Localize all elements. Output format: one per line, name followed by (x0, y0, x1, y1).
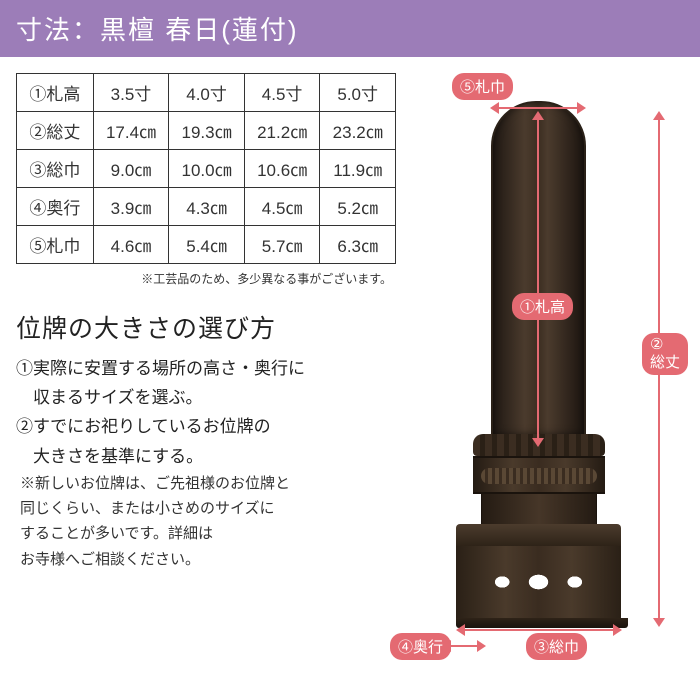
dim1-arrow (537, 119, 539, 439)
table-cell: ⑤札巾 (17, 226, 94, 264)
guide-line: 収まるサイズを選ぶ。 (16, 384, 396, 411)
dim3-label: ③総巾 (526, 633, 587, 660)
tablet-tier1 (473, 456, 605, 494)
guide-body: ①実際に安置する場所の高さ・奥行に 収まるサイズを選ぶ。 ②すでにお祀りしている… (16, 355, 396, 571)
table-cell: 21.2㎝ (244, 112, 320, 150)
table-cell: 9.0㎝ (93, 150, 169, 188)
table-cell: ③総巾 (17, 150, 94, 188)
table-cell: 4.6㎝ (93, 226, 169, 264)
table-cell: 5.0寸 (320, 74, 396, 112)
table-row: ④奥行3.9㎝4.3㎝4.5㎝5.2㎝ (17, 188, 396, 226)
table-cell: ④奥行 (17, 188, 94, 226)
title-text: 寸法：黒檀 春日(蓮付) (16, 15, 299, 45)
left-column: ①札高3.5寸4.0寸4.5寸5.0寸②総丈17.4㎝19.3㎝21.2㎝23.… (16, 73, 396, 653)
table-row: ⑤札巾4.6㎝5.4㎝5.7㎝6.3㎝ (17, 226, 396, 264)
dim4-arrow (450, 645, 478, 647)
table-cell: 11.9㎝ (320, 150, 396, 188)
dim2-label: ② 総丈 (642, 333, 688, 375)
table-cell: 5.2㎝ (320, 188, 396, 226)
guide-subline: ※新しいお位牌は、ご先祖様のお位牌と (16, 472, 396, 495)
guide-line: ②すでにお祀りしているお位牌の (16, 413, 396, 440)
table-row: ②総丈17.4㎝19.3㎝21.2㎝23.2㎝ (17, 112, 396, 150)
table-cell: 3.5寸 (93, 74, 169, 112)
tablet-foot (456, 618, 628, 628)
guide-line: ①実際に安置する場所の高さ・奥行に (16, 355, 396, 382)
table-cell: 23.2㎝ (320, 112, 396, 150)
content-area: ①札高3.5寸4.0寸4.5寸5.0寸②総丈17.4㎝19.3㎝21.2㎝23.… (0, 57, 700, 663)
right-column: ⑤札巾 ①札高 ② 総丈 ④奥行 ③総巾 (396, 73, 690, 653)
dim3-arrow (464, 629, 614, 631)
table-cell: 6.3㎝ (320, 226, 396, 264)
table-cell: 5.4㎝ (169, 226, 245, 264)
table-cell: 4.5寸 (244, 74, 320, 112)
table-note: ※工芸品のため、多少異なる事がございます。 (16, 270, 396, 287)
table-cell: 17.4㎝ (93, 112, 169, 150)
table-cell: 19.3㎝ (169, 112, 245, 150)
table-cell: ②総丈 (17, 112, 94, 150)
tablet-base-top (456, 524, 621, 546)
table-cell: 4.5㎝ (244, 188, 320, 226)
tablet-tier2 (481, 494, 597, 524)
guide-subline: 同じくらい、または小さめのサイズに (16, 497, 396, 520)
table-row: ①札高3.5寸4.0寸4.5寸5.0寸 (17, 74, 396, 112)
guide-title: 位牌の大きさの選び方 (16, 309, 396, 345)
table-cell: 4.3㎝ (169, 188, 245, 226)
dim5-label: ⑤札巾 (452, 73, 513, 100)
dimension-table: ①札高3.5寸4.0寸4.5寸5.0寸②総丈17.4㎝19.3㎝21.2㎝23.… (16, 73, 396, 264)
dim1-label: ①札高 (512, 293, 573, 320)
table-cell: 3.9㎝ (93, 188, 169, 226)
title-banner: 寸法：黒檀 春日(蓮付) (0, 0, 700, 57)
table-cell: 10.0㎝ (169, 150, 245, 188)
table-cell: ①札高 (17, 74, 94, 112)
table-cell: 10.6㎝ (244, 150, 320, 188)
table-row: ③総巾9.0㎝10.0㎝10.6㎝11.9㎝ (17, 150, 396, 188)
tablet-base (456, 546, 621, 618)
table-body: ①札高3.5寸4.0寸4.5寸5.0寸②総丈17.4㎝19.3㎝21.2㎝23.… (17, 74, 396, 264)
dim5-arrow (498, 107, 578, 109)
guide-subline: することが多いです。詳細は (16, 522, 396, 545)
tablet-figure: ⑤札巾 ①札高 ② 総丈 ④奥行 ③総巾 (396, 73, 686, 653)
dim4-label: ④奥行 (390, 633, 451, 660)
guide-line: 大きさを基準にする。 (16, 443, 396, 470)
table-cell: 4.0寸 (169, 74, 245, 112)
table-cell: 5.7㎝ (244, 226, 320, 264)
guide-subline: お寺様へご相談ください。 (16, 548, 396, 571)
